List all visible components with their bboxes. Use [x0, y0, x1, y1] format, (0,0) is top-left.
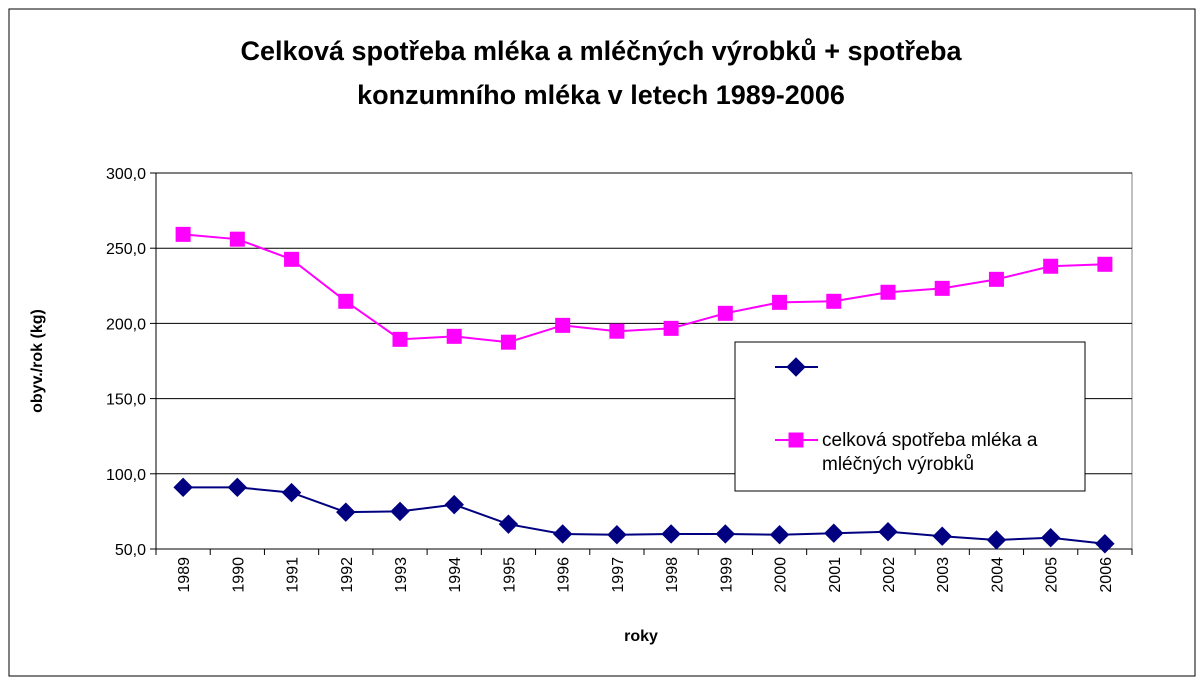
marker	[772, 294, 788, 310]
y-tick-label: 150,0	[106, 392, 146, 409]
x-tick-label: 1992	[339, 557, 356, 593]
x-tick-label: 2000	[773, 557, 790, 593]
chart-title: Celková spotřeba mléka a mléčných výrobk…	[240, 36, 962, 66]
marker	[284, 251, 300, 267]
legend-label: celková spotřeba mléka a mléčných výrobků	[822, 430, 1038, 475]
legend-marker	[788, 432, 804, 448]
x-tick-label: 1991	[285, 557, 302, 593]
marker	[663, 320, 679, 336]
marker	[607, 525, 627, 545]
marker	[826, 293, 842, 309]
chart-title: konzumního mléka v letech 1989-2006	[357, 80, 845, 110]
marker	[500, 334, 516, 350]
marker	[552, 524, 573, 544]
y-axis-label: obyv./rok (kg)	[29, 309, 46, 413]
y-tick-label: 250,0	[106, 241, 146, 258]
legend-label-line: mléčných výrobků	[822, 454, 974, 475]
marker	[878, 521, 898, 542]
x-tick-label: 2005	[1044, 557, 1061, 593]
marker	[1097, 256, 1113, 272]
x-tick-label: 1995	[501, 557, 518, 593]
series-line	[183, 233, 1105, 344]
y-tick-label: 50,0	[115, 542, 146, 559]
marker	[880, 284, 896, 300]
marker	[446, 328, 462, 344]
marker	[392, 331, 408, 347]
x-tick-label: 1989	[176, 557, 193, 593]
marker	[609, 323, 625, 339]
x-tick-label: 1997	[610, 557, 627, 593]
marker	[986, 530, 1007, 550]
marker	[1040, 528, 1061, 548]
marker	[281, 482, 302, 503]
marker	[229, 231, 245, 247]
x-tick-label: 1994	[447, 557, 464, 593]
legend: celková spotřeba mléka a mléčných výrobků	[734, 341, 1086, 492]
marker	[934, 280, 950, 296]
x-tick-label: 1998	[664, 557, 681, 593]
marker	[175, 226, 191, 242]
marker	[555, 317, 571, 333]
marker	[988, 271, 1004, 287]
marker	[1043, 258, 1059, 274]
y-tick-label: 300,0	[106, 166, 146, 183]
x-tick-label: 1996	[556, 557, 573, 593]
marker	[336, 502, 356, 522]
legend-label-line: celková spotřeba mléka a	[822, 430, 1038, 451]
marker	[824, 523, 844, 543]
legend-box	[734, 341, 1086, 492]
marker	[173, 477, 193, 498]
marker	[338, 293, 354, 309]
marker	[444, 494, 464, 515]
marker	[717, 305, 733, 321]
x-tick-label: 2006	[1098, 557, 1115, 593]
x-tick-label: 2003	[935, 557, 952, 593]
marker	[1095, 534, 1115, 554]
marker	[932, 526, 952, 546]
marker	[769, 525, 790, 545]
x-axis-label: roky	[624, 628, 658, 645]
x-tick-label: 2002	[881, 557, 898, 593]
y-tick-label: 100,0	[106, 467, 146, 484]
x-tick-label: 1990	[230, 557, 247, 593]
x-tick-label: 2001	[827, 557, 844, 593]
marker	[715, 524, 736, 544]
x-tick-label: 1993	[393, 557, 410, 593]
x-tick-label: 2004	[989, 557, 1006, 593]
legend-marker	[786, 357, 806, 377]
marker	[227, 477, 248, 498]
x-tick-label: 1999	[718, 557, 735, 593]
marker	[390, 501, 410, 522]
y-tick-label: 200,0	[106, 316, 146, 333]
marker	[661, 524, 681, 544]
marker	[498, 514, 519, 534]
